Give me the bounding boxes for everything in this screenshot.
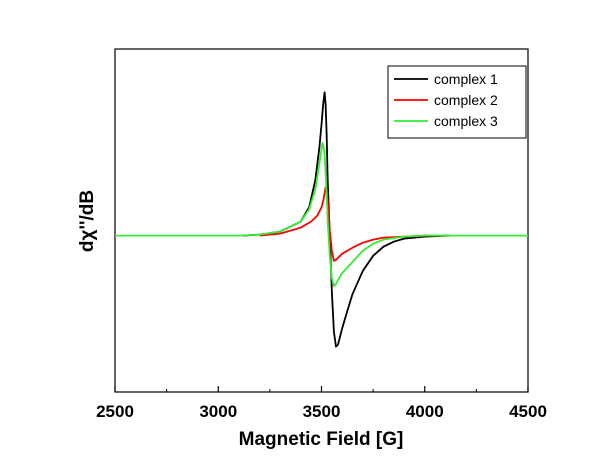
y-axis-title: dχ''/dB [77,190,98,252]
x-tick-label-4500: 4500 [509,402,547,421]
legend-box [387,65,527,139]
x-axis: 2500 3000 3500 4000 4500 [96,386,547,421]
series-line-3 [115,141,528,287]
legend: complex 1 complex 2 complex 3 [387,65,527,139]
series-line-1 [242,91,450,348]
x-tick-label-3500: 3500 [303,402,341,421]
legend-label-1: complex 1 [434,71,498,87]
series-layer [115,91,528,348]
legend-label-3: complex 3 [434,113,498,129]
series-line-2 [259,186,450,262]
x-tick-label-3000: 3000 [199,402,237,421]
legend-label-2: complex 2 [434,92,498,108]
x-tick-label-4000: 4000 [406,402,444,421]
x-tick-label-2500: 2500 [96,402,134,421]
x-axis-title: Magnetic Field [G] [239,429,404,450]
